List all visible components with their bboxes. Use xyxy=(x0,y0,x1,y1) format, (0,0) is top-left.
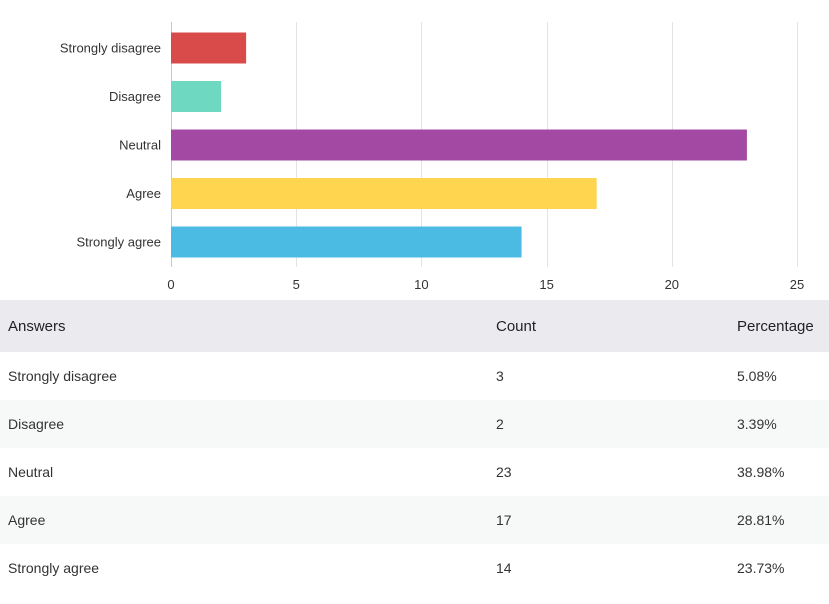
count-header[interactable]: Count xyxy=(496,300,737,352)
table-row: Strongly disagree 3 5.08% xyxy=(0,352,829,400)
bar-chart: Strongly disagree Disagree Neutral Agree Str… xyxy=(60,22,804,292)
percentage-header[interactable]: Percentage xyxy=(737,300,829,352)
answers-header[interactable]: Answers xyxy=(0,300,496,352)
table-row: Disagree 2 3.39% xyxy=(0,400,829,448)
bar-disagree[interactable] xyxy=(171,81,222,112)
count-cell: 14 xyxy=(496,560,512,576)
table-row: Neutral 23 38.98% xyxy=(0,448,829,496)
results-table: Answers Count Percentage Strongly disagr… xyxy=(0,300,829,592)
x-tick-label: 10 xyxy=(414,277,428,292)
category-label: Strongly disagree xyxy=(60,41,161,56)
x-tick-label: 15 xyxy=(539,277,553,292)
percentage-cell: 28.81% xyxy=(737,496,829,544)
table-row: Strongly agree 14 23.73% xyxy=(0,544,829,592)
percentage-cell: 5.08% xyxy=(737,368,777,384)
percentage-cell: 3.39% xyxy=(737,400,829,448)
bar-strongly-disagree[interactable] xyxy=(171,32,247,64)
count-cell: 3 xyxy=(496,368,504,384)
count-cell: 23 xyxy=(496,464,512,480)
count-cell: 2 xyxy=(496,400,737,448)
category-label: Agree xyxy=(126,186,161,201)
x-tick-label: 25 xyxy=(790,277,804,292)
answer-cell: Agree xyxy=(0,496,496,544)
x-tick-label: 0 xyxy=(167,277,174,292)
bar-strongly-agree[interactable] xyxy=(171,226,522,258)
bar-agree[interactable] xyxy=(171,178,597,209)
answer-cell: Neutral xyxy=(8,464,54,480)
percentage-cell: 38.98% xyxy=(737,464,785,480)
answer-cell: Disagree xyxy=(0,400,496,448)
table-header-row: Answers Count Percentage xyxy=(0,300,829,352)
count-cell: 17 xyxy=(496,496,737,544)
category-label: Disagree xyxy=(109,89,161,104)
category-label: Strongly agree xyxy=(76,235,161,250)
percentage-cell: 23.73% xyxy=(737,560,785,576)
category-label: Neutral xyxy=(119,138,161,153)
answer-cell: Strongly agree xyxy=(8,560,100,576)
x-tick-label: 20 xyxy=(665,277,679,292)
answer-cell: Strongly disagree xyxy=(8,368,117,384)
bar-neutral[interactable] xyxy=(171,129,747,161)
table-row: Agree 17 28.81% xyxy=(0,496,829,544)
x-tick-label: 5 xyxy=(293,277,300,292)
